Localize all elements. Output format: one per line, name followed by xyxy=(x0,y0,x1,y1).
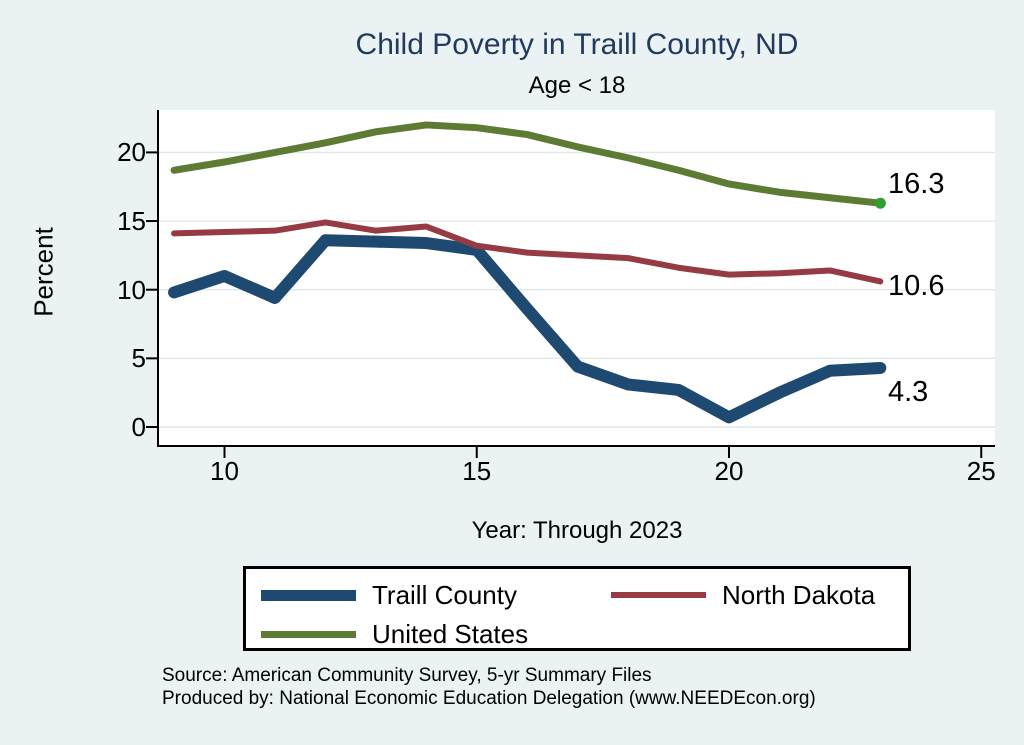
source-block: Source: American Community Survey, 5-yr … xyxy=(162,665,816,710)
x-tick-label-25: 25 xyxy=(966,456,996,486)
north-dakota-end-label: 10.6 xyxy=(888,270,945,302)
legend-item-traill-county: Traill County xyxy=(261,580,517,610)
united-states-line xyxy=(170,121,884,207)
x-tick-label-10: 10 xyxy=(210,456,239,486)
legend-label: United States xyxy=(372,619,529,649)
traill-county-line xyxy=(168,234,887,424)
x-tick-label-20: 20 xyxy=(714,456,744,486)
y-tick-label-15: 15 xyxy=(117,206,146,237)
y-tick-label-10: 10 xyxy=(117,274,146,305)
united-states-end-label: 16.3 xyxy=(888,168,945,200)
legend-swatch xyxy=(261,630,356,638)
y-tick-label-20: 20 xyxy=(117,137,146,168)
chart-title: Child Poverty in Traill County, ND xyxy=(355,28,799,61)
legend-item-united-states: United States xyxy=(261,619,528,649)
source-note: Source: American Community Survey, 5-yr … xyxy=(162,665,652,686)
legend-swatch xyxy=(611,592,706,598)
traill-county-end-label: 4.3 xyxy=(888,376,929,408)
x-axis-title: Year: Through 2023 xyxy=(471,517,683,544)
legend-label: Traill County xyxy=(372,580,517,610)
north-dakota-line xyxy=(171,219,884,285)
legend-box: Traill County North Dakota United States xyxy=(243,566,911,651)
legend-label: North Dakota xyxy=(722,580,876,610)
legend-item-north-dakota: North Dakota xyxy=(611,580,875,610)
chart-subtitle: Age < 18 xyxy=(528,72,626,99)
produced-by-note: Produced by: National Economic Education… xyxy=(162,687,816,709)
x-tick-label-15: 15 xyxy=(462,456,492,486)
legend-swatch xyxy=(261,589,356,601)
y-tick-label-5: 5 xyxy=(131,343,146,374)
united-states-end-marker xyxy=(874,197,886,209)
y-axis-title: Percent xyxy=(28,227,59,317)
y-tick-label-0: 0 xyxy=(131,412,146,442)
